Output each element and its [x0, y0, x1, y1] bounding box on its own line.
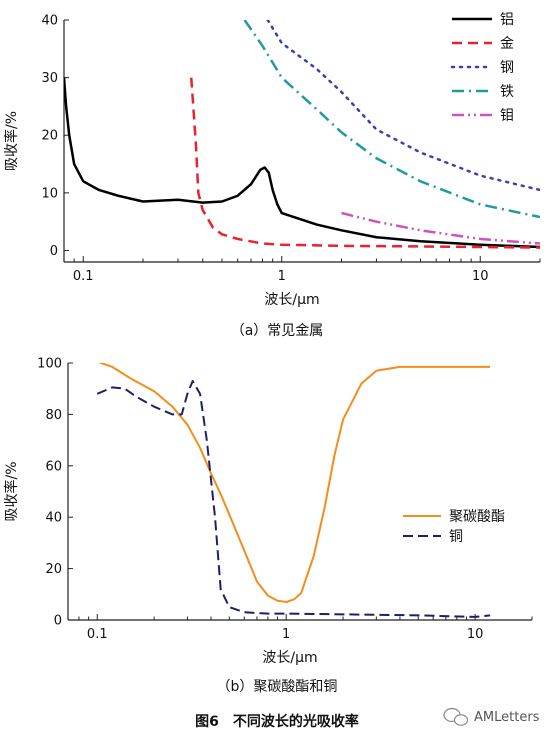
- y-tick-label: 0: [54, 614, 62, 629]
- y-tick-label: 40: [45, 511, 62, 526]
- y-axis-label: 吸收率/%: [3, 461, 20, 521]
- legend-label: 铜: [449, 529, 463, 545]
- series-line-1: [97, 363, 491, 604]
- series-line-2: [189, 77, 540, 249]
- y-tick-label: 0: [50, 244, 58, 259]
- wechat-icon: [443, 707, 469, 726]
- x-axis-label: 波长/μm: [264, 292, 319, 308]
- y-tick-label: 40: [41, 14, 58, 29]
- series-line-5: [341, 211, 540, 245]
- x-tick-label: 10: [472, 269, 489, 284]
- caption-b: （b）聚碳酸酯和铜: [217, 679, 338, 695]
- legend-label: 铁: [500, 84, 514, 100]
- y-tick-label: 30: [41, 71, 58, 86]
- x-tick-label: 0.1: [73, 269, 94, 284]
- x-tick-label: 1: [278, 269, 286, 284]
- x-tick-label: 0.1: [87, 627, 108, 642]
- legend-label: 铝: [500, 12, 514, 28]
- y-tick-label: 20: [41, 129, 58, 144]
- x-tick-label: 1: [282, 627, 290, 642]
- series-line-4: [243, 20, 540, 219]
- legend-label: 钼: [500, 108, 514, 124]
- y-axis-label: 吸收率/%: [3, 111, 20, 171]
- y-tick-label: 80: [45, 408, 62, 423]
- figure-title: 图6 不同波长的光吸收率: [195, 713, 359, 730]
- watermark-text: AMLetters: [474, 710, 540, 725]
- caption-a: （a）常见金属: [231, 323, 324, 339]
- series-line-1: [64, 77, 540, 249]
- y-tick-label: 100: [37, 357, 62, 372]
- legend-label: 金: [500, 36, 514, 52]
- legend-label: 钢: [500, 60, 514, 76]
- y-tick-label: 20: [45, 562, 62, 577]
- legend-label: 聚碳酸酯: [449, 509, 505, 525]
- y-tick-label: 60: [45, 459, 62, 474]
- watermark: AMLetters: [443, 707, 540, 726]
- x-tick-label: 10: [467, 627, 484, 642]
- y-tick-label: 10: [41, 186, 58, 201]
- series-line-3: [266, 20, 540, 192]
- x-axis-label: 波长/μm: [262, 650, 317, 666]
- series-line-2: [96, 379, 491, 618]
